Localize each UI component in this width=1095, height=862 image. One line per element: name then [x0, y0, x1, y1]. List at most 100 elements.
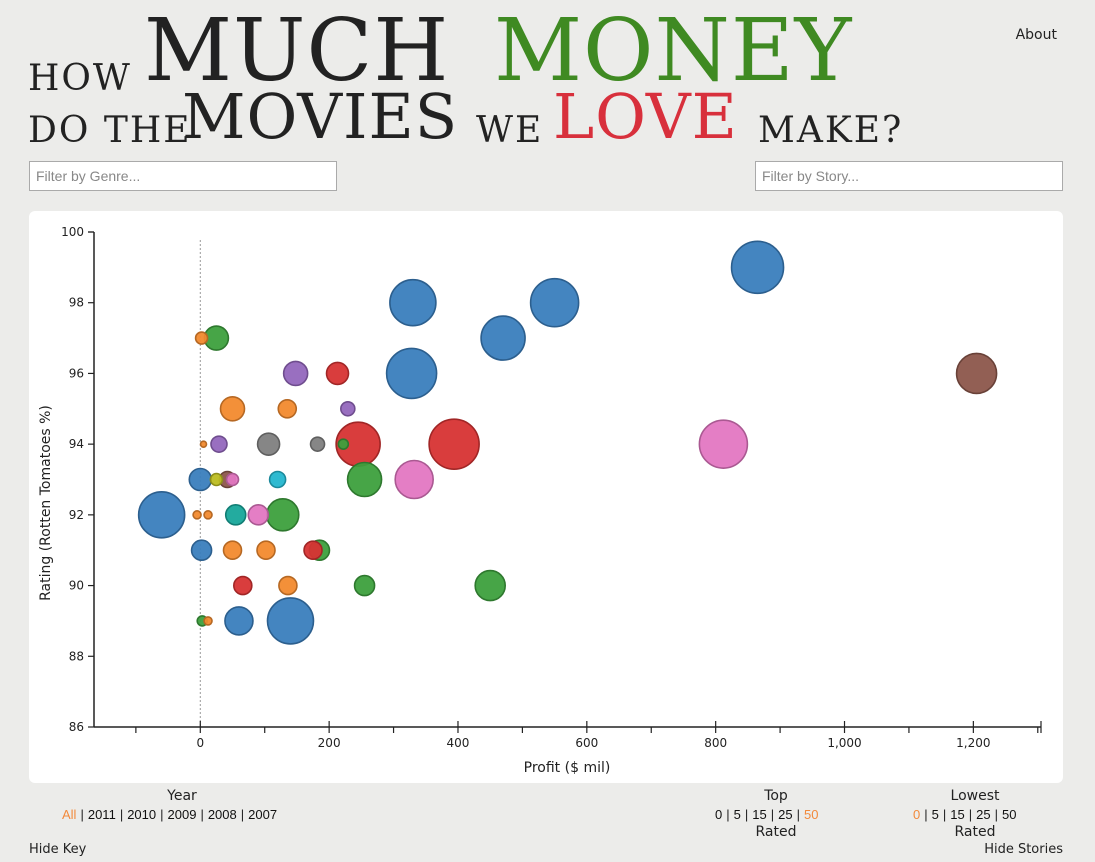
story-filter-input[interactable] [755, 161, 1063, 191]
hide-stories-link[interactable]: Hide Stories [984, 842, 1063, 857]
top-separator: | [796, 807, 800, 822]
lowest-option-5[interactable]: 5 [931, 807, 939, 822]
movie-point[interactable] [389, 278, 437, 327]
top-options: 0 | 5 | 15 | 25 | 50 [715, 807, 818, 822]
movie-point[interactable] [256, 540, 276, 561]
movie-point[interactable] [233, 575, 253, 596]
x-axis-label: Profit ($ mil) [524, 760, 611, 776]
title-word-how: HOW [28, 58, 132, 99]
movie-point[interactable] [340, 400, 356, 417]
year-separator: | [80, 807, 84, 822]
movie-point[interactable] [309, 436, 326, 452]
movie-point[interactable] [194, 331, 209, 345]
title-word-do-the: DO THE [28, 110, 192, 151]
movie-point[interactable] [346, 461, 383, 498]
points-group [137, 240, 998, 645]
title-word-love: LOVE [553, 80, 738, 153]
lowest-option-15[interactable]: 15 [950, 807, 965, 822]
year-title: Year [167, 788, 197, 804]
hide-key-link[interactable]: Hide Key [29, 842, 87, 857]
movie-point[interactable] [266, 597, 315, 645]
movie-point[interactable] [203, 616, 213, 626]
x-tick-label: 400 [447, 736, 470, 750]
genre-filter-input[interactable] [29, 161, 337, 191]
y-tick-label: 100 [61, 225, 84, 239]
top-separator: | [726, 807, 730, 822]
movie-point[interactable] [428, 418, 480, 470]
movie-point[interactable] [225, 472, 240, 487]
movie-point[interactable] [188, 467, 213, 492]
movie-point[interactable] [256, 432, 281, 456]
movie-point[interactable] [730, 240, 785, 295]
axes-group: 86 88 90 92 94 96 98 100 0 200 400 600 800 1,000 1,200 [61, 225, 1042, 750]
title-word-money: MONEY [494, 1, 853, 101]
movie-point[interactable] [385, 347, 438, 400]
movie-point[interactable] [698, 419, 749, 469]
x-tick-label: 1,200 [956, 736, 990, 750]
year-option-2007[interactable]: 2007 [248, 807, 278, 822]
year-options: All | 2011 | 2010 | 2009 | 2008 | 2007 [62, 807, 277, 822]
movie-point[interactable] [474, 569, 506, 602]
chart-panel: 86 88 90 92 94 96 98 100 0 200 400 600 800 1,000 1,200… [29, 211, 1063, 783]
about-link[interactable]: About [1015, 27, 1057, 43]
movie-point[interactable] [282, 360, 309, 387]
year-option-2010[interactable]: 2010 [127, 807, 157, 822]
movie-point[interactable] [303, 540, 323, 561]
y-tick-label: 88 [69, 649, 84, 663]
movie-point[interactable] [199, 440, 208, 448]
top-separator: | [744, 807, 749, 822]
top-option-5[interactable]: 5 [733, 807, 741, 822]
title-word-much: MUCH [144, 1, 450, 101]
x-tick-label: 1,000 [827, 736, 861, 750]
top-option-0[interactable]: 0 [715, 807, 723, 822]
movie-point[interactable] [480, 315, 526, 361]
movie-point[interactable] [529, 277, 580, 328]
year-separator: | [119, 807, 124, 822]
lowest-option-50[interactable]: 50 [1001, 807, 1017, 822]
lowest-separator: | [924, 807, 928, 822]
top-title: Top [764, 788, 788, 804]
movie-point[interactable] [325, 361, 350, 386]
top-separator: | [770, 807, 775, 822]
movie-point[interactable] [219, 395, 246, 422]
movie-point[interactable] [224, 504, 247, 526]
movie-point[interactable] [955, 352, 998, 395]
year-option-2008[interactable]: 2008 [207, 807, 237, 822]
movie-point[interactable] [277, 398, 298, 419]
lowest-title: Lowest [950, 788, 1000, 804]
lowest-options: 0 | 5 | 15 | 25 | 50 [913, 807, 1016, 822]
top-rated-label: Rated [755, 824, 797, 840]
year-option-all[interactable]: All [62, 807, 77, 822]
x-tick-label: 200 [318, 736, 341, 750]
movie-point[interactable] [247, 504, 270, 526]
movie-point[interactable] [353, 574, 376, 597]
movie-point[interactable] [209, 472, 224, 487]
top-option-25[interactable]: 25 [778, 807, 793, 822]
movie-point[interactable] [192, 510, 202, 520]
x-tick-label: 800 [704, 736, 727, 750]
top-option-50[interactable]: 50 [803, 807, 819, 822]
year-separator: | [200, 807, 204, 822]
year-option-2009[interactable]: 2009 [167, 807, 197, 822]
y-axis-label: Rating (Rotten Tomatoes %) [38, 405, 54, 601]
movie-point[interactable] [210, 435, 228, 453]
movie-point[interactable] [222, 540, 243, 561]
year-option-2011[interactable]: 2011 [87, 807, 116, 822]
x-tick-label: 0 [196, 736, 204, 750]
lowest-option-0[interactable]: 0 [913, 807, 921, 822]
title-word-make: MAKE? [758, 110, 904, 151]
y-tick-label: 90 [69, 579, 84, 593]
title-line-2: DO THE MOVIES WE LOVE MAKE? [28, 84, 928, 154]
movie-point[interactable] [190, 539, 213, 562]
movie-point[interactable] [224, 606, 254, 636]
movie-point[interactable] [137, 491, 186, 539]
lowest-separator: | [968, 807, 973, 822]
movie-point[interactable] [203, 510, 213, 520]
top-option-15[interactable]: 15 [752, 807, 767, 822]
movie-point[interactable] [337, 438, 350, 450]
movie-point[interactable] [278, 575, 298, 596]
movie-point[interactable] [394, 459, 434, 500]
movie-point[interactable] [265, 498, 300, 532]
lowest-option-25[interactable]: 25 [976, 807, 991, 822]
movie-point[interactable] [268, 470, 287, 489]
